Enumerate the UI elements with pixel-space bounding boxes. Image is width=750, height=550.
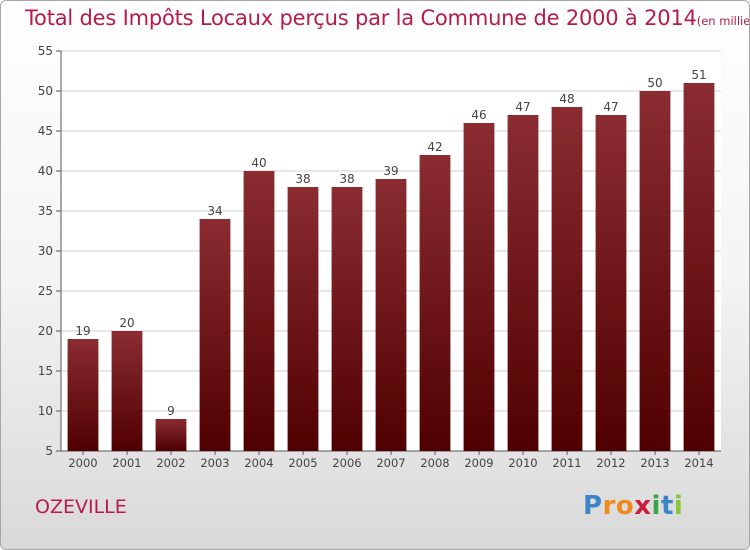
y-tick-label: 15 [38,364,53,378]
x-tick-label: 2010 [508,456,537,470]
x-tick-label: 2014 [684,456,713,470]
bar [683,83,715,451]
bar-value-label: 50 [647,76,662,90]
chart-title: Total des Impôts Locaux perçus par la Co… [25,6,750,30]
logo-letter: t [660,491,674,521]
commune-name: OZEVILLE [35,496,127,518]
x-tick-label: 2003 [200,456,229,470]
x-tick-label: 2008 [420,456,449,470]
y-tick-label: 25 [38,284,53,298]
y-tick-label: 30 [38,244,53,258]
bar-value-label: 19 [75,324,90,338]
x-tick-label: 2013 [640,456,669,470]
bar-value-label: 38 [295,172,310,186]
bar-value-label: 9 [167,404,175,418]
bar-value-label: 47 [603,100,618,114]
y-tick-label: 50 [38,84,53,98]
logo-letter: o [615,491,635,521]
bar [243,171,275,451]
bar [199,219,231,451]
bar-value-label: 34 [207,204,222,218]
logo-letter: i [651,491,661,521]
x-tick-label: 2012 [596,456,625,470]
bar-value-label: 20 [119,316,134,330]
logo-letter: x [634,491,652,521]
y-tick-label: 35 [38,204,53,218]
bar-value-label: 42 [427,140,442,154]
logo-letter: P [583,491,603,521]
logo-letter: i [673,491,684,521]
y-tick-label: 40 [38,164,53,178]
chart-title-unit: (en milliers d'€) [696,14,750,28]
bar [287,187,319,451]
bar [67,339,99,451]
bar [463,123,495,451]
bar [111,331,143,451]
x-tick-label: 2000 [68,456,97,470]
bar-value-label: 48 [559,92,574,106]
x-tick-label: 2007 [376,456,405,470]
bar-value-label: 38 [339,172,354,186]
x-tick-label: 2002 [156,456,185,470]
x-tick-label: 2001 [112,456,141,470]
bar [595,115,627,451]
bar [419,155,451,451]
y-tick-label: 20 [38,324,53,338]
bar-value-label: 46 [471,108,486,122]
y-tick-label: 10 [38,404,53,418]
chart-title-main: Total des Impôts Locaux perçus par la Co… [25,6,697,30]
bar-value-label: 39 [383,164,398,178]
bar [155,419,187,451]
bar-value-label: 47 [515,100,530,114]
x-tick-label: 2006 [332,456,361,470]
y-tick-label: 55 [38,44,53,58]
x-tick-label: 2011 [552,456,581,470]
bar-value-label: 51 [691,68,706,82]
y-tick-label: 5 [45,444,53,458]
bar [639,91,671,451]
y-tick-label: 45 [38,124,53,138]
x-tick-label: 2009 [464,456,493,470]
logo-letter: r [602,491,616,521]
bar [507,115,539,451]
bar [331,187,363,451]
bar [375,179,407,451]
bar-value-label: 40 [251,156,266,170]
x-tick-label: 2005 [288,456,317,470]
proxiti-logo[interactable]: Proxiti [583,491,683,521]
x-tick-label: 2004 [244,456,273,470]
bar [551,107,583,451]
